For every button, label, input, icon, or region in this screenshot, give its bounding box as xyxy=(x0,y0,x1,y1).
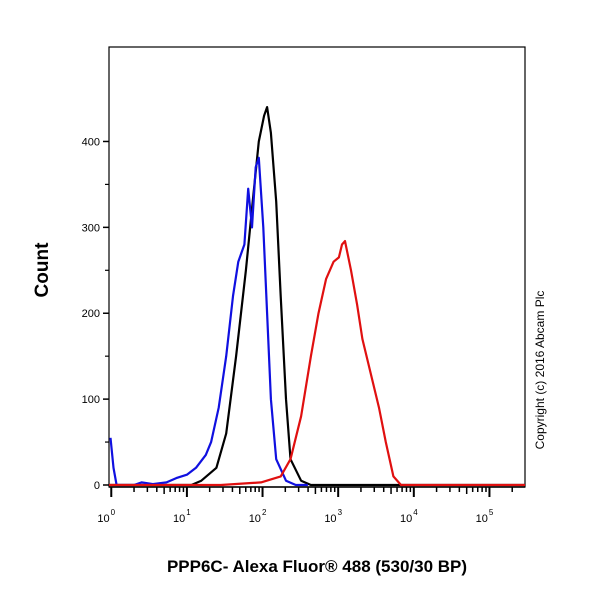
series-blue-line xyxy=(109,156,308,487)
copyright-annotation: Copyright (c) 2016 Abcam Plc xyxy=(533,291,547,450)
y-tick-label: 200 xyxy=(82,308,100,320)
y-tick-label: 400 xyxy=(82,136,100,148)
x-tick-label: 101 xyxy=(173,508,191,525)
x-tick-exponent: 3 xyxy=(338,508,343,517)
x-tick-label: 100 xyxy=(97,508,115,525)
series-black-line xyxy=(109,106,525,487)
x-axis-label: PPP6C- Alexa Fluor® 488 (530/30 BP) xyxy=(167,557,467,576)
series-red-line xyxy=(109,240,525,487)
x-tick-exponent: 5 xyxy=(489,508,494,517)
y-axis-label: Count xyxy=(32,242,53,298)
x-tick-label: 104 xyxy=(400,508,418,525)
x-tick-exponent: 0 xyxy=(111,508,116,517)
x-tick-exponent: 4 xyxy=(413,508,418,517)
y-tick-label: 100 xyxy=(82,394,100,406)
x-tick-exponent: 1 xyxy=(186,508,191,517)
y-tick-label: 300 xyxy=(82,222,100,234)
x-tick-label: 102 xyxy=(249,508,267,525)
x-tick-label: 105 xyxy=(476,508,494,525)
x-tick-label: 103 xyxy=(324,508,342,525)
x-tick-exponent: 2 xyxy=(262,508,267,517)
plot-frame xyxy=(108,46,526,488)
y-tick-label: 0 xyxy=(94,480,100,492)
